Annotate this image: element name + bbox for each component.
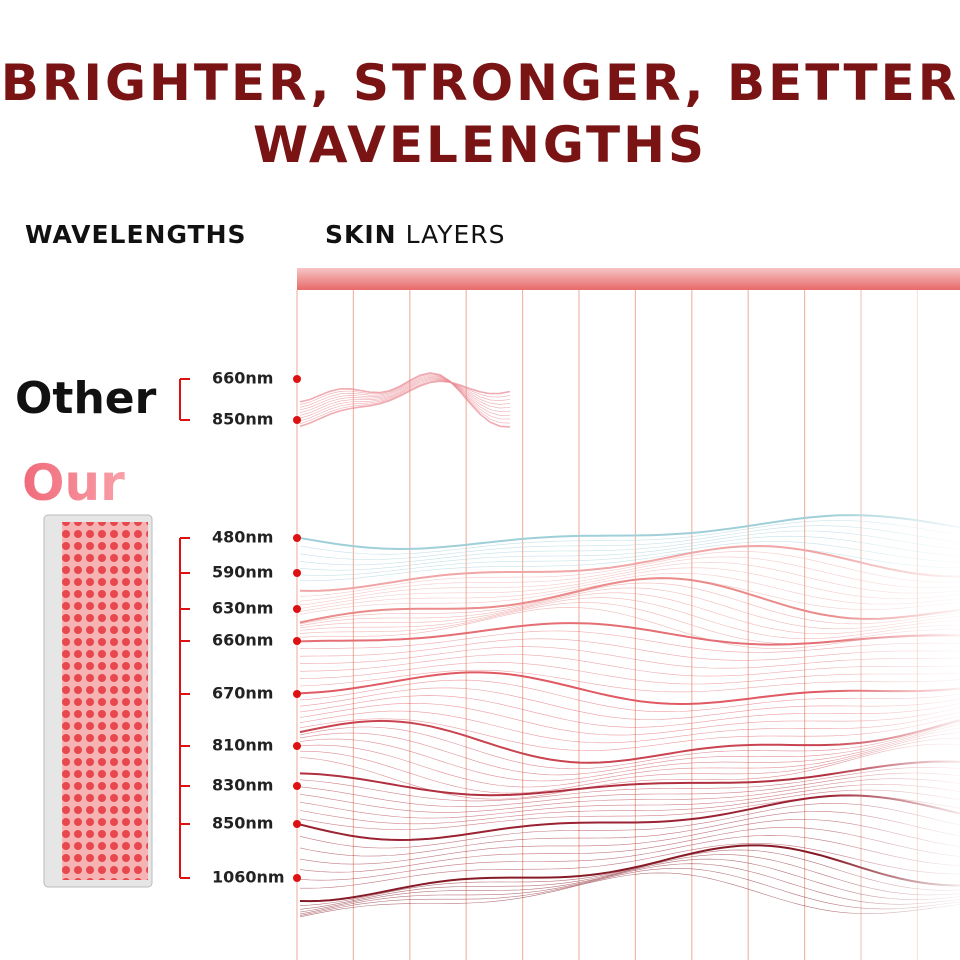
wavelength-dot [293, 742, 301, 750]
wavelength-dot [293, 375, 301, 383]
wavelength-label: 830nm [212, 776, 273, 795]
header-wavelengths: WAVELENGTHS [25, 220, 247, 249]
other-label: Other [15, 373, 157, 424]
wavelength-label: 660nm [212, 631, 273, 650]
skin-surface [297, 268, 960, 290]
wavelength-label: 660nm [212, 369, 273, 388]
wavelength-label: 480nm [212, 528, 273, 547]
wavelength-dot [293, 569, 301, 577]
wavelength-dot [293, 874, 301, 882]
header-layers: LAYERS [406, 220, 506, 249]
our-label: Our [22, 454, 125, 512]
wavelength-label: 810nm [212, 736, 273, 755]
header-skin: SKIN [325, 220, 397, 249]
panel-leds [62, 522, 148, 880]
wavelength-label: 590nm [212, 563, 273, 582]
fade [297, 290, 960, 960]
wavelength-label: 850nm [212, 410, 273, 429]
title-line: WAVELENGTHS [253, 116, 707, 174]
title-line: BRIGHTER, STRONGER, BETTER [1, 54, 959, 112]
wavelength-dot [293, 416, 301, 424]
wavelength-dot [293, 690, 301, 698]
wavelength-dot [293, 534, 301, 542]
wavelength-label: 1060nm [212, 868, 285, 887]
wavelength-labels: 660nm 850nm 480nm 590nm 630nm 660nm 670nm 810nm… [179, 369, 301, 887]
wavelength-dot [293, 637, 301, 645]
header-skin-layers: SKIN LAYERS [325, 220, 506, 249]
wavelength-dot [293, 782, 301, 790]
wavelength-label: 630nm [212, 599, 273, 618]
wavelength-label: 670nm [212, 684, 273, 703]
wavelength-dot [293, 820, 301, 828]
device-panel [43, 514, 153, 888]
wavelength-dot [293, 605, 301, 613]
wavelength-label: 850nm [212, 814, 273, 833]
